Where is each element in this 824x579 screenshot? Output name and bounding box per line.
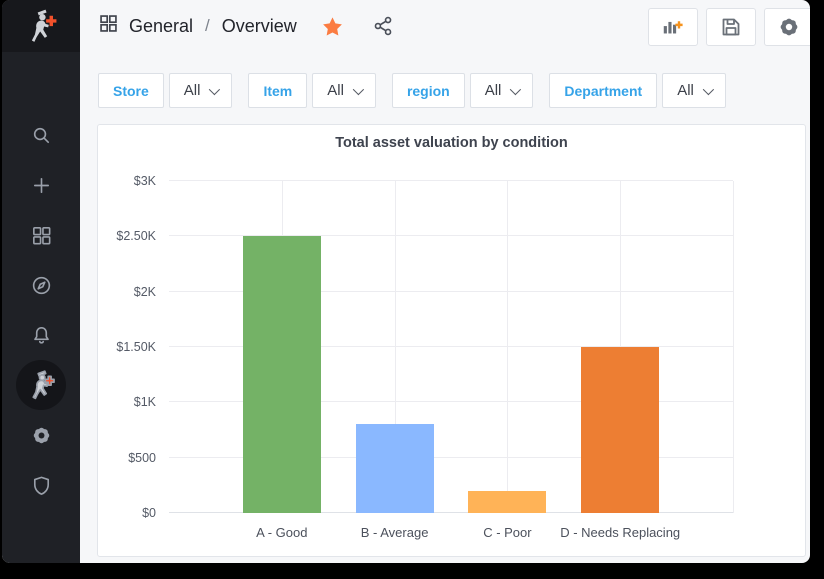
sidebar-menu: [2, 112, 80, 508]
filter-group-region: region All: [391, 73, 534, 108]
gridline-horizontal: [169, 512, 733, 513]
gridline-horizontal: [169, 401, 733, 403]
filter-label: region: [391, 73, 465, 108]
favorite-star-icon[interactable]: [321, 15, 344, 38]
x-axis-tick-label: B - Average: [360, 525, 429, 540]
chevron-down-icon: [352, 83, 365, 95]
app-logo-icon: [22, 7, 60, 45]
dashboard-settings-button[interactable]: [764, 8, 810, 46]
shield-icon: [33, 476, 49, 495]
gridline-horizontal: [169, 180, 733, 181]
sidebar-item-alerting[interactable]: [2, 312, 80, 358]
filter-value-dropdown[interactable]: All: [168, 73, 233, 108]
plus-icon: [33, 177, 49, 193]
sidebar-item-search[interactable]: [2, 112, 80, 158]
filter-label: Item: [248, 73, 308, 108]
header: General / Overview: [80, 0, 810, 52]
y-axis-tick-label: $0: [142, 506, 156, 520]
y-axis-tick-label: $1K: [133, 395, 156, 410]
app-window: General / Overview: [2, 0, 810, 563]
chart-y-labels: $0 $500 $1K $1.50K $2K $2.50K $3K: [98, 174, 156, 520]
apps-grid-icon: [98, 13, 119, 39]
gridline-vertical: [394, 181, 396, 513]
filter-group-department: Department All: [549, 73, 726, 108]
sidebar-item-server-admin[interactable]: [2, 462, 80, 508]
gridline-horizontal: [169, 346, 733, 347]
sidebar-item-configuration[interactable]: [2, 412, 80, 458]
gear-icon: [33, 427, 49, 443]
x-axis-tick-label: C - Poor: [483, 525, 532, 540]
save-icon: [722, 18, 740, 36]
bell-icon: [33, 326, 49, 344]
gridline-horizontal: [169, 235, 733, 237]
chevron-down-icon: [702, 83, 714, 95]
filter-selected-value: All: [183, 82, 201, 99]
filter-value-dropdown[interactable]: All: [469, 73, 534, 108]
gridline-horizontal: [169, 456, 733, 458]
save-dashboard-button[interactable]: [706, 8, 756, 46]
breadcrumb-page-title: Overview: [221, 15, 297, 36]
chart-x-labels: A - Good B - Average C - Poor D - Needs Rep…: [169, 525, 733, 545]
breadcrumb-separator: /: [205, 16, 210, 35]
sidebar-item-app-logo[interactable]: [2, 0, 80, 52]
filter-selected-value: All: [484, 82, 502, 99]
gridline-vertical: [507, 181, 509, 513]
sidebar-item-app-plugin[interactable]: [2, 360, 80, 410]
breadcrumb: General / Overview: [98, 0, 394, 52]
gear-icon: [780, 18, 798, 36]
filter-label: Store: [98, 73, 164, 108]
filter-selected-value: All: [677, 82, 694, 99]
chart-plot: [169, 180, 734, 513]
panel-title[interactable]: Total asset valuation by condition: [335, 135, 568, 151]
breadcrumb-section[interactable]: General: [129, 15, 194, 36]
filter-selected-value: All: [327, 82, 344, 99]
x-axis-tick-label: D - Needs Replacing: [560, 525, 681, 540]
y-axis-tick-label: $1.50K: [116, 340, 156, 354]
sidebar: [2, 0, 80, 563]
sidebar-item-explore[interactable]: [2, 262, 80, 308]
x-axis-tick-label: A - Good: [256, 525, 308, 540]
app-plugin-icon: [25, 369, 57, 401]
filter-value-dropdown[interactable]: All: [662, 73, 726, 108]
y-axis-tick-label: $2K: [133, 284, 156, 299]
chevron-down-icon: [510, 83, 522, 95]
chevron-down-icon: [209, 83, 221, 95]
filter-label: Department: [549, 73, 658, 108]
add-panel-button[interactable]: [648, 8, 698, 46]
chart-panel: Total asset valuation by condition $0 $50…: [97, 124, 806, 557]
filter-value-dropdown[interactable]: All: [312, 73, 376, 108]
share-icon[interactable]: [372, 15, 394, 37]
compass-icon: [32, 276, 50, 294]
sidebar-item-create[interactable]: [2, 162, 80, 208]
chart-bar[interactable]: [581, 347, 660, 513]
chart-bar[interactable]: [242, 236, 321, 513]
y-axis-tick-label: $3K: [133, 174, 156, 188]
filter-group-store: Store All: [98, 73, 233, 108]
gridline-horizontal: [169, 290, 733, 292]
filter-group-item: Item All: [248, 73, 376, 108]
y-axis-tick-label: $500: [128, 450, 156, 465]
sidebar-item-dashboards[interactable]: [2, 212, 80, 258]
bar-chart-plus-icon: [663, 21, 683, 34]
header-actions: [648, 8, 810, 46]
gridline-vertical: [733, 181, 734, 513]
variable-filters: Store All Item All region All Department…: [98, 73, 742, 108]
four-squares-icon: [32, 226, 50, 244]
chart-bar[interactable]: [355, 424, 434, 513]
chart-bar[interactable]: [468, 490, 547, 513]
y-axis-tick-label: $2.50K: [116, 229, 156, 244]
search-icon: [33, 127, 49, 143]
